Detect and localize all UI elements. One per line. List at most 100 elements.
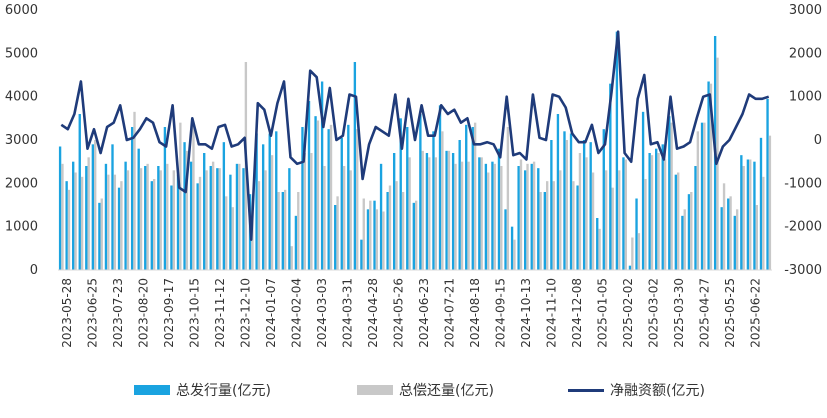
- bar-issuance: [223, 142, 225, 270]
- bar-issuance: [196, 183, 198, 270]
- bar-repayment: [435, 157, 437, 270]
- x-tick-label: 2024-10-13: [519, 278, 533, 348]
- bar-repayment: [101, 199, 103, 271]
- legend-label-issuance: 总发行量(亿元): [176, 380, 271, 400]
- bar-repayment: [572, 181, 574, 270]
- bar-issuance: [295, 216, 297, 270]
- x-tick-label: 2024-12-08: [570, 278, 584, 348]
- bar-issuance: [675, 175, 677, 270]
- bar-issuance: [334, 205, 336, 270]
- x-tick-label: 2024-03-03: [315, 278, 329, 348]
- bar-repayment: [769, 136, 771, 270]
- bar-repayment: [762, 177, 764, 270]
- bar-repayment: [284, 190, 286, 270]
- bar-repayment: [330, 125, 332, 270]
- x-tick-label: 2024-05-26: [391, 278, 405, 348]
- bar-repayment: [68, 190, 70, 270]
- y-right-tick-label: -3000: [784, 263, 822, 278]
- bar-issuance: [491, 162, 493, 270]
- bar-issuance: [282, 192, 284, 270]
- bar-issuance: [445, 151, 447, 270]
- bar-repayment: [631, 238, 633, 271]
- bar-repayment: [539, 192, 541, 270]
- bar-repayment: [749, 160, 751, 271]
- bar-repayment: [526, 164, 528, 270]
- legend-item-issuance: 总发行量(亿元): [134, 378, 271, 402]
- bar-issuance: [622, 157, 624, 270]
- bar-issuance: [144, 166, 146, 270]
- x-tick-label: 2024-04-28: [366, 278, 380, 348]
- bar-issuance: [269, 134, 271, 271]
- bar-issuance: [85, 166, 87, 270]
- bar-issuance: [766, 99, 768, 270]
- bar-repayment: [271, 155, 273, 270]
- bar-repayment: [297, 192, 299, 270]
- bar-repayment: [494, 164, 496, 270]
- bar-repayment: [153, 179, 155, 270]
- bar-repayment: [232, 207, 234, 270]
- bar-repayment: [87, 157, 89, 270]
- bar-issuance: [734, 216, 736, 270]
- bar-issuance: [576, 186, 578, 271]
- bar-repayment: [546, 181, 548, 270]
- bar-repayment: [166, 164, 168, 270]
- bar-issuance: [681, 216, 683, 270]
- bar-issuance: [157, 166, 159, 270]
- bar-issuance: [694, 166, 696, 270]
- x-tick-label: 2023-05-28: [60, 278, 74, 348]
- bar-issuance: [504, 209, 506, 270]
- y-left-tick-label: 3000: [5, 133, 38, 148]
- bar-issuance: [236, 164, 238, 270]
- bar-repayment: [625, 160, 627, 271]
- bar-issuance: [138, 149, 140, 270]
- bar-issuance: [72, 162, 74, 270]
- x-tick-label: 2024-07-21: [442, 278, 456, 348]
- bar-repayment: [356, 129, 358, 270]
- x-tick-label: 2024-09-15: [493, 278, 507, 348]
- bar-issuance: [531, 164, 533, 270]
- bar-issuance: [380, 164, 382, 270]
- bar-issuance: [65, 181, 67, 270]
- x-tick-label: 2023-07-23: [111, 278, 125, 348]
- x-tick-label: 2024-08-18: [468, 278, 482, 348]
- bar-issuance: [354, 62, 356, 270]
- bar-issuance: [360, 240, 362, 270]
- bar-repayment: [127, 170, 129, 270]
- bar-repayment: [592, 173, 594, 271]
- bar-issuance: [210, 166, 212, 270]
- x-tick-label: 2024-11-10: [544, 278, 558, 348]
- bar-issuance: [550, 140, 552, 270]
- bar-repayment: [729, 196, 731, 270]
- bar-repayment: [199, 177, 201, 270]
- bar-repayment: [336, 196, 338, 270]
- bar-issuance: [701, 123, 703, 270]
- bar-repayment: [553, 181, 555, 270]
- bar-repayment: [670, 123, 672, 270]
- x-tick-label: 2024-01-07: [264, 278, 278, 348]
- bar-repayment: [205, 170, 207, 270]
- bar-issuance: [164, 127, 166, 270]
- bar-issuance: [439, 105, 441, 270]
- bar-issuance: [203, 153, 205, 270]
- legend-label-repayment: 总偿还量(亿元): [399, 380, 494, 400]
- bar-issuance: [288, 168, 290, 270]
- bar-issuance: [367, 209, 369, 270]
- bar-repayment: [428, 157, 430, 270]
- bar-issuance: [151, 181, 153, 270]
- bar-issuance: [111, 144, 113, 270]
- x-tick-label: 2023-06-25: [85, 278, 99, 348]
- bar-repayment: [684, 209, 686, 270]
- bar-repayment: [559, 170, 561, 270]
- bar-repayment: [343, 166, 345, 270]
- bar-repayment: [579, 153, 581, 270]
- bar-repayment: [218, 168, 220, 270]
- bar-issuance: [570, 134, 572, 271]
- bar-repayment: [657, 153, 659, 270]
- bar-repayment: [618, 170, 620, 270]
- bar-repayment: [415, 201, 417, 270]
- bar-repayment: [736, 209, 738, 270]
- bar-repayment: [310, 153, 312, 270]
- bar-issuance: [426, 153, 428, 270]
- bar-repayment: [61, 164, 63, 270]
- x-tick-label: 2023-09-17: [162, 278, 176, 348]
